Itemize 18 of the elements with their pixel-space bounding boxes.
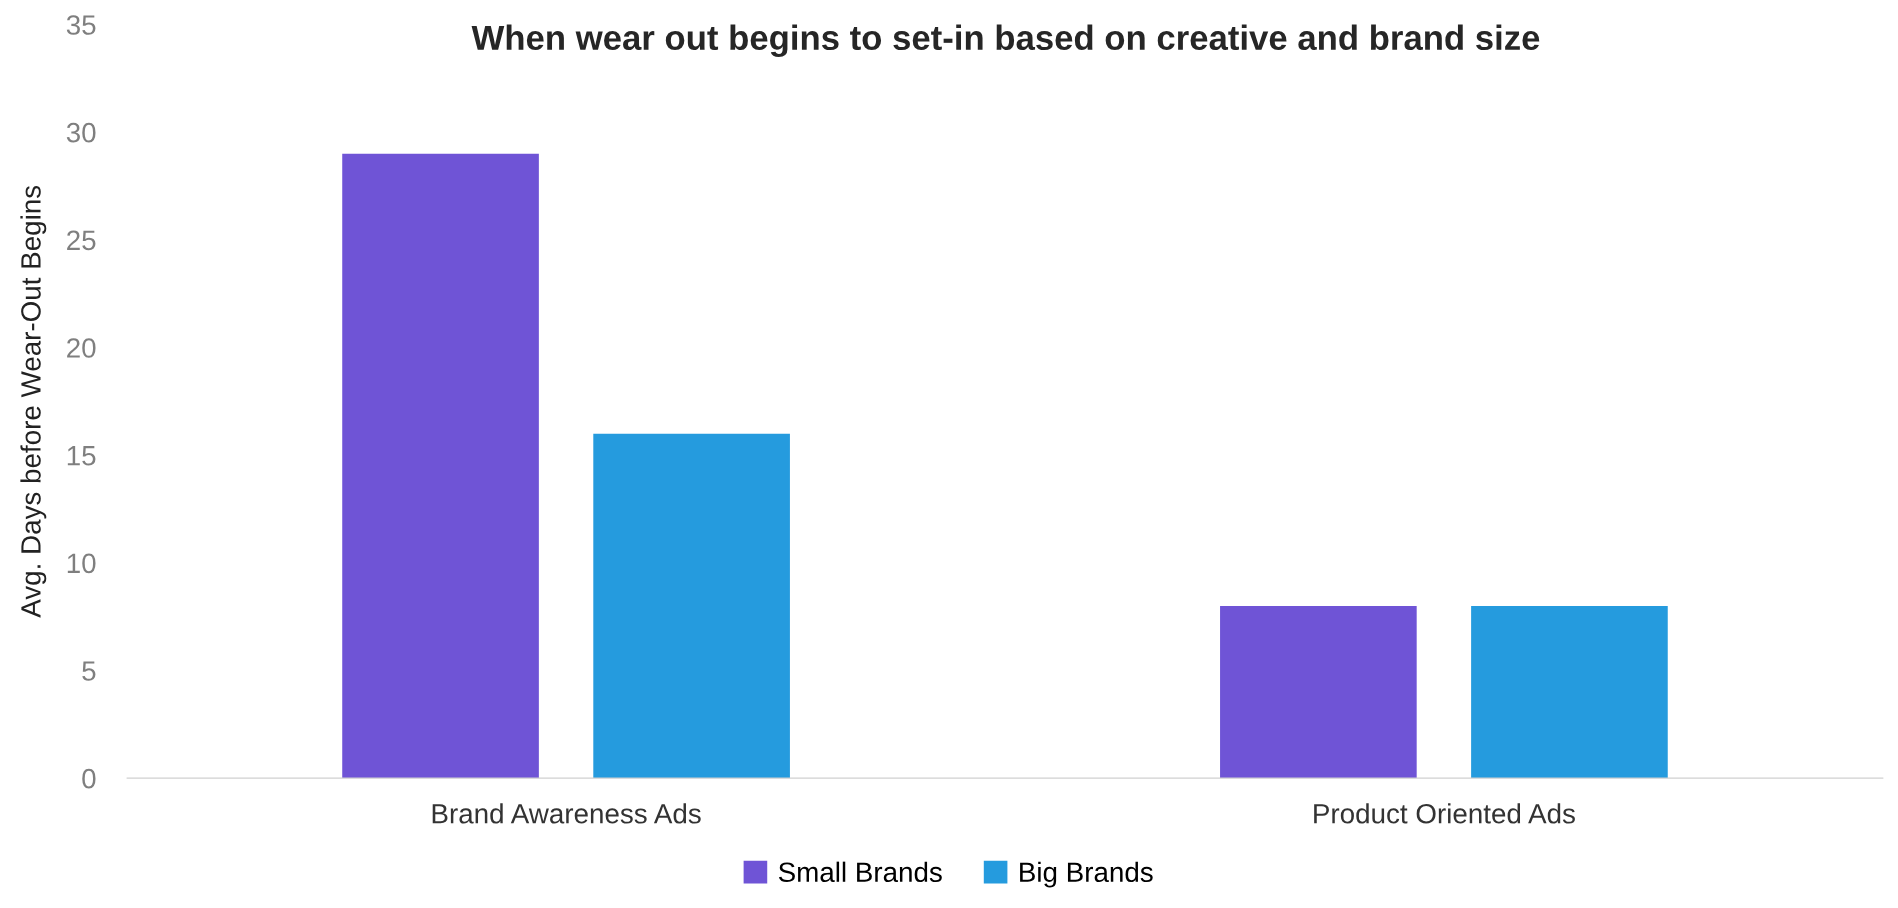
legend-label: Big Brands (1020, 861, 1153, 888)
bar (342, 153, 539, 779)
legend-label: Small Brands (778, 861, 942, 883)
x-tick-label: Product Oriented Ads (1314, 803, 1575, 824)
y-tick-label: 5 (82, 661, 96, 681)
bar (593, 433, 790, 779)
chart-title: When wear out begins to set-in based on creative and brand size (471, 24, 1540, 58)
bar (1471, 605, 1668, 779)
y-tick-label: 25 (67, 230, 96, 251)
y-axis-title: Avg. Days before Wear-Out Begins (20, 185, 47, 618)
x-tick-label: Brand Awareness Ads (432, 803, 701, 824)
y-tick-label: 30 (66, 122, 96, 143)
y-tick-label: 35 (66, 15, 96, 35)
y-tick-label: 15 (67, 446, 96, 466)
y-tick-label: 0 (82, 768, 96, 789)
y-tick-label: 20 (67, 338, 96, 358)
y-tick-label: 10 (67, 553, 96, 574)
bar (1220, 605, 1417, 779)
